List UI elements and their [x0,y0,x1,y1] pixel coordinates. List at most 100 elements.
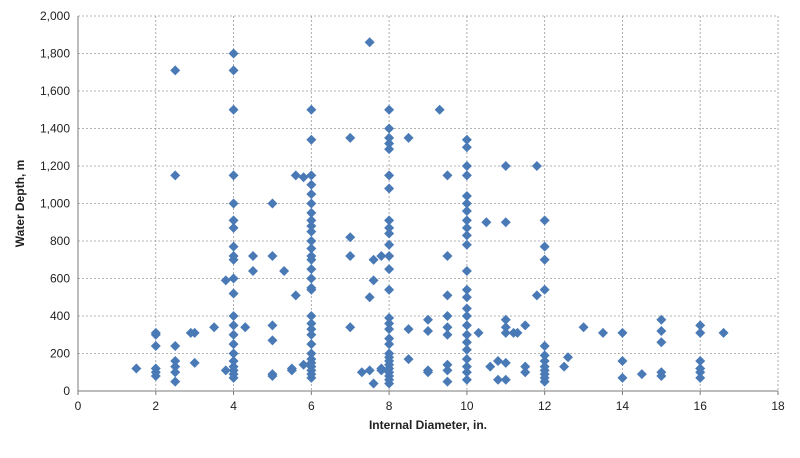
data-point [461,337,472,348]
data-point [228,48,239,59]
x-tick-label: 12 [538,399,552,413]
data-point [306,104,317,115]
data-point [473,327,484,338]
data-point [656,326,667,336]
data-point [500,327,511,338]
data-point [220,275,231,286]
data-point [461,198,472,209]
data-point [461,266,472,276]
y-tick-label: 0 [63,384,70,398]
data-point [461,320,472,331]
x-tick-label: 6 [308,399,315,413]
data-point [531,161,542,171]
data-point [485,361,496,372]
data-point [539,215,550,226]
data-point [384,378,395,389]
data-point [368,378,379,389]
data-point [306,236,317,246]
data-point [267,198,278,209]
y-tick-label: 1,400 [40,122,70,136]
data-point [461,354,472,365]
data-point [290,290,301,301]
data-point [306,372,317,383]
data-point [403,324,414,335]
data-point [364,37,375,48]
data-point [461,329,472,340]
data-point [500,374,511,385]
data-point [656,314,667,325]
data-point [384,138,395,149]
data-point [461,161,472,171]
data-point [306,207,317,218]
data-point [384,132,395,143]
data-point [267,320,278,331]
axes [77,16,779,395]
data-point [286,363,297,374]
data-point [306,318,317,329]
data-point [306,324,317,335]
data-point [434,104,445,115]
x-tick-labels: 0 2 4 6 8 10 12 14 16 18 [75,399,785,413]
data-point [617,372,628,383]
data-point [384,222,395,233]
data-point [461,170,472,181]
data-point [228,198,239,209]
data-point [442,365,453,376]
data-point [170,367,181,378]
y-tick-label: 1,200 [40,159,70,173]
data-point [368,275,379,286]
data-point [461,361,472,372]
x-axis-title: Internal Diameter, in. [369,418,487,432]
data-point [531,290,542,301]
data-points [131,37,729,389]
data-point [384,144,395,155]
data-point [150,371,161,381]
data-point [442,376,453,387]
data-point [228,339,239,350]
data-point [228,254,239,265]
data-point [500,217,511,228]
data-point [539,341,550,351]
y-tick-labels: 0 200 400 600 800 1,000 1,200 1,400 1,600 1,800 2,… [40,9,70,398]
data-point [500,322,511,333]
y-tick-label: 2,000 [40,9,70,23]
data-point [493,356,503,366]
data-point [493,374,503,385]
x-tick-label: 4 [230,399,237,413]
y-tick-label: 200 [50,347,70,361]
data-point [384,264,395,275]
data-point [384,123,395,134]
data-point [170,65,181,76]
y-tick-label: 1,000 [40,197,70,211]
data-point [423,326,433,336]
x-tick-label: 2 [152,399,159,413]
y-axis-title: Water Depth, m [13,160,27,248]
data-point [461,292,472,303]
data-point [209,322,220,333]
data-point [461,374,472,385]
data-point [461,284,472,295]
data-point [306,226,317,237]
data-point [695,356,706,366]
data-point [520,367,531,378]
data-point [306,284,317,295]
data-point [306,179,317,190]
data-point [364,365,375,376]
data-point [228,222,239,233]
data-point [228,65,239,76]
data-point [384,318,395,329]
x-tick-label: 18 [771,399,785,413]
data-point [461,367,472,378]
y-tick-label: 1,800 [40,47,70,61]
data-point [442,359,453,370]
data-point [345,251,356,261]
data-point [290,170,301,181]
data-point [559,361,570,372]
data-point [695,372,706,383]
data-point [240,322,251,333]
data-point [267,251,278,261]
data-point [345,132,356,143]
y-tick-label: 600 [50,272,70,286]
data-point [170,356,181,366]
data-point [170,376,181,387]
